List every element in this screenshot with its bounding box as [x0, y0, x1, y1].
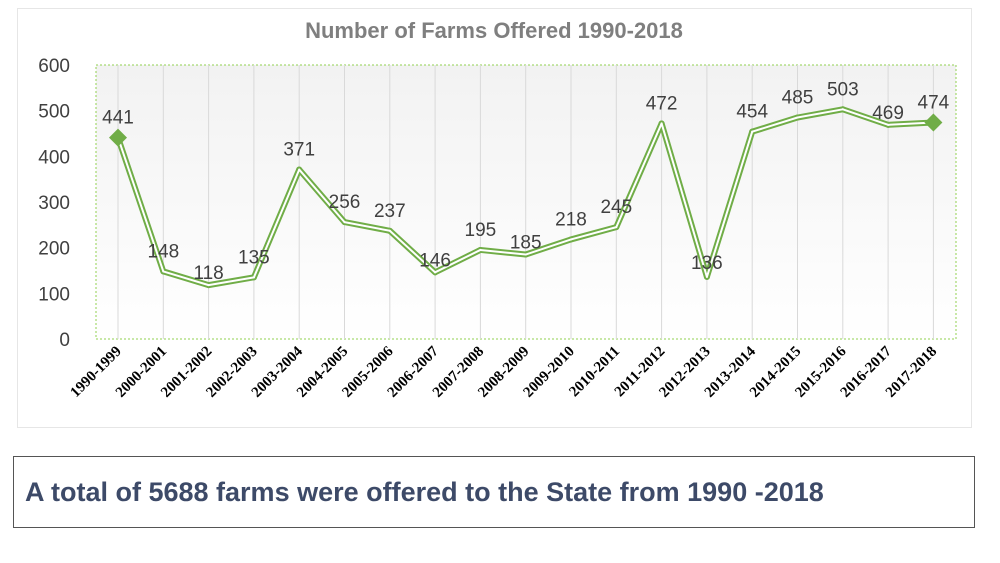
data-label: 469	[872, 103, 904, 124]
series-segment-inner	[479, 248, 527, 256]
data-label: 218	[555, 209, 587, 230]
series-segment-inner	[434, 248, 482, 274]
series-segment-inner	[117, 136, 165, 273]
x-axis: 1990-19992000-20012001-20022002-20032003…	[68, 343, 941, 401]
data-label: 485	[782, 88, 814, 109]
series-segment-inner	[343, 221, 391, 232]
data-label: 118	[193, 263, 223, 284]
data-label: 441	[102, 108, 134, 129]
series-line	[115, 106, 937, 289]
data-label: 245	[600, 197, 632, 218]
series-segment-inner	[524, 238, 572, 256]
series-segment-inner	[751, 116, 799, 133]
summary-text: A total of 5688 farms were offered to th…	[25, 476, 824, 507]
data-label: 503	[827, 79, 859, 100]
y-tick-label: 200	[38, 239, 70, 260]
data-label: 474	[918, 93, 950, 114]
data-labels: 441 148 118 135 371 256 237 146 195 185 218 245 472 1…	[102, 79, 950, 284]
series-segment-inner	[570, 226, 618, 241]
data-label: 371	[283, 140, 315, 161]
series-segment-inner	[162, 270, 210, 287]
chart-title: Number of Farms Offered 1990-2018	[305, 18, 683, 43]
data-label: 237	[374, 201, 406, 222]
line-chart: Number of Farms Offered 1990-2018 0 100 20…	[38, 18, 957, 401]
y-axis: 0 100 200 300 400 500 600	[38, 56, 70, 351]
series-segment-inner	[388, 229, 437, 274]
y-tick-label: 0	[59, 330, 70, 351]
series-segment-inner	[796, 108, 844, 119]
y-tick-label: 500	[38, 102, 70, 123]
data-label: 195	[465, 220, 497, 241]
data-label: 185	[510, 233, 542, 254]
y-tick-label: 600	[38, 56, 70, 77]
data-point-marker	[924, 113, 943, 132]
series-segment-inner	[841, 108, 890, 126]
series-segment-inner	[615, 122, 663, 229]
series-segment-inner	[298, 168, 346, 224]
data-label: 256	[329, 192, 361, 213]
series-segment-inner	[660, 122, 708, 278]
series-segment-inner	[705, 130, 754, 278]
y-tick-label: 400	[38, 147, 70, 168]
y-tick-label: 300	[38, 193, 70, 214]
data-label: 135	[238, 247, 270, 268]
data-label: 454	[736, 102, 768, 123]
series-segment-inner	[207, 276, 255, 287]
y-tick-label: 100	[38, 284, 70, 305]
end-markers	[109, 113, 943, 147]
data-label: 146	[419, 250, 451, 271]
data-label: 472	[646, 93, 678, 114]
summary-box: A total of 5688 farms were offered to th…	[13, 456, 975, 528]
series-segment-inner	[252, 168, 301, 279]
data-label: 148	[147, 241, 179, 262]
data-label: 136	[691, 253, 723, 274]
data-point-marker	[109, 128, 127, 147]
